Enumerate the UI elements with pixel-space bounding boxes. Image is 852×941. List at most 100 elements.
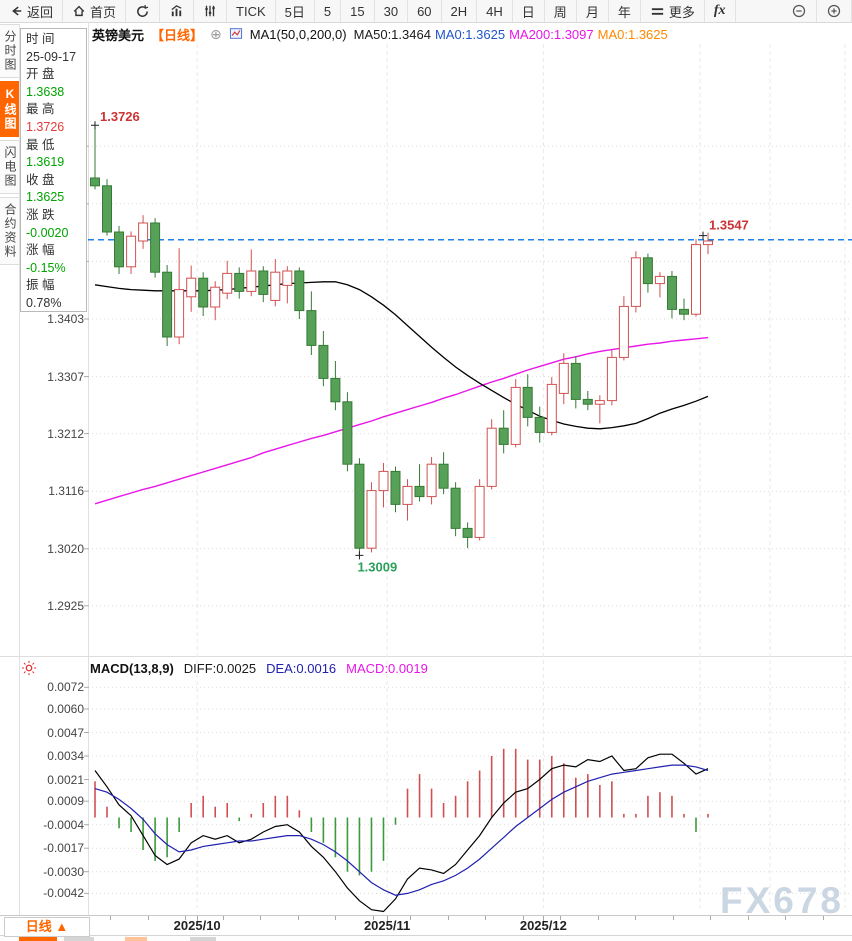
minor-tick — [673, 916, 674, 920]
toolbar-item-周[interactable]: 周 — [545, 0, 577, 22]
info-value: 1.3619 — [26, 155, 65, 170]
expand-icon[interactable]: ⊕ — [210, 26, 222, 42]
minor-tick — [560, 916, 561, 920]
toolbar-item-fx[interactable]: fx — [705, 0, 736, 22]
date-label: 2025/11 — [363, 918, 411, 933]
date-label: 2025/10 — [173, 918, 221, 933]
minor-tick — [710, 916, 711, 920]
toolbar: 返回 首页 TICK 5日 5 15 30 60 2H 4H 日周月年更多 fx — [0, 0, 852, 23]
date-label: 2025/12 — [519, 918, 567, 933]
toolbar-item-首页[interactable]: 首页 — [63, 0, 127, 22]
home-icon — [72, 4, 86, 18]
major-tick — [387, 916, 389, 921]
info-value: -0.0020 — [26, 225, 69, 240]
toolbar-item-TICK[interactable]: TICK — [227, 0, 276, 22]
toolbar-item-60[interactable]: 60 — [408, 0, 442, 22]
quote-info-panel: 时 间 25-09-17 开 盘 1.3638 最 高 1.3726 最 低 1.3619 收 … — [20, 28, 87, 312]
svg-text:1.3726: 1.3726 — [100, 109, 140, 124]
watermark: FX678 — [720, 880, 845, 921]
minor-tick — [598, 916, 599, 920]
info-value: -0.15% — [26, 260, 66, 275]
toolbar-item-年[interactable]: 年 — [609, 0, 641, 22]
toolbar-item-sliders[interactable] — [194, 0, 228, 22]
info-label: 开 盘 — [26, 67, 55, 82]
minor-tick — [523, 916, 524, 920]
minor-tick — [748, 916, 749, 920]
refresh-icon — [135, 4, 150, 19]
minor-tick — [635, 916, 636, 920]
axis-tick-label: 0.0021 — [47, 772, 84, 787]
toolbar-item-日[interactable]: 日 — [513, 0, 545, 22]
toolbar-item-5日[interactable]: 5日 — [276, 0, 315, 22]
ma-settings-icon[interactable] — [229, 27, 243, 43]
minor-tick — [110, 916, 111, 920]
ma-value: MA50:1.3464 — [353, 27, 431, 42]
toolbar-item-zoomout[interactable] — [782, 0, 817, 22]
axis-tick-label: 0.0060 — [47, 702, 84, 717]
axis-tick-label: 0.0047 — [47, 725, 84, 740]
minor-tick — [185, 916, 186, 920]
active-indicator-tab-partial[interactable] — [19, 936, 57, 941]
toolbar-item-chart[interactable] — [160, 0, 195, 22]
macd-value: MACD:0.0019 — [346, 661, 428, 676]
axis-tick-label: 1.3020 — [47, 541, 84, 556]
macd-value: DIFF:0.0025 — [183, 661, 257, 676]
toolbar-item-月[interactable]: 月 — [577, 0, 609, 22]
toolbar-item-refresh[interactable] — [126, 0, 161, 22]
toolbar-item-15[interactable]: 15 — [341, 0, 375, 22]
axis-divider — [88, 22, 89, 915]
sliders-icon — [203, 4, 217, 18]
axis-tick-label: -0.0030 — [43, 864, 84, 879]
period-selector-button[interactable]: 日线 ▲ — [4, 917, 90, 937]
ma-value: MA0:1.3625 — [597, 27, 668, 42]
axis-tick-label: 1.3307 — [47, 369, 84, 384]
minor-tick — [373, 916, 374, 920]
minor-tick — [260, 916, 261, 920]
minor-tick — [410, 916, 411, 920]
chart-icon — [169, 4, 184, 19]
ma-settings-text: MA1(50,0,200,0) — [249, 27, 347, 42]
minor-tick — [148, 916, 149, 920]
fx-icon: fx — [713, 3, 726, 18]
minor-tick — [448, 916, 449, 920]
axis-tick-label: 0.0072 — [47, 680, 84, 695]
minor-tick — [298, 916, 299, 920]
axis-tick-label: -0.0042 — [43, 886, 84, 901]
macd-header: MACD(13,8,9) DIFF:0.0025 DEA:0.0016 MACD:0… — [90, 661, 438, 676]
info-value: 1.3726 — [26, 119, 65, 134]
axis-tick-label: -0.0017 — [43, 841, 84, 856]
macd-title: MACD(13,8,9) — [90, 661, 174, 676]
svg-text:1.3547: 1.3547 — [709, 218, 749, 233]
toolbar-item-更多[interactable]: 更多 — [641, 0, 705, 22]
info-label: 收 盘 — [26, 172, 55, 187]
info-value: 0.78% — [26, 295, 62, 310]
major-tick — [197, 916, 199, 921]
minor-tick — [335, 916, 336, 920]
info-value: 1.3638 — [26, 84, 65, 99]
major-tick — [543, 916, 545, 921]
axis-tick-label: 1.3403 — [47, 312, 84, 326]
toolbar-item-30[interactable]: 30 — [375, 0, 409, 22]
axis-tick-label: 0.0034 — [47, 749, 84, 764]
toolbar-item-返回[interactable]: 返回 — [0, 0, 64, 22]
info-value: 25-09-17 — [26, 49, 77, 64]
toolbar-item-5[interactable]: 5 — [315, 0, 342, 22]
info-label: 振 幅 — [26, 278, 55, 293]
minor-tick — [785, 916, 786, 920]
axis-tick-label: -0.0004 — [43, 817, 84, 832]
toolbar-item-4H[interactable]: 4H — [477, 0, 513, 22]
minor-tick — [485, 916, 486, 920]
ma-value: MA200:1.3097 — [509, 27, 594, 42]
toolbar-item-2H[interactable]: 2H — [442, 0, 478, 22]
axis-tick-label: 1.2925 — [47, 598, 84, 613]
period-label: 【日线】 — [151, 28, 204, 43]
sidebar-divider — [19, 24, 20, 915]
ma-value: MA0:1.3625 — [434, 27, 506, 42]
axis-tick-label: 0.0009 — [47, 794, 84, 809]
info-label: 时 间 — [26, 32, 55, 46]
indicator-settings-icon[interactable] — [21, 660, 37, 679]
info-label: 最 高 — [26, 102, 55, 117]
ma-values: MA50:1.3464 MA0:1.3625 MA200:1.3097 MA0:1.3… — [354, 27, 672, 42]
